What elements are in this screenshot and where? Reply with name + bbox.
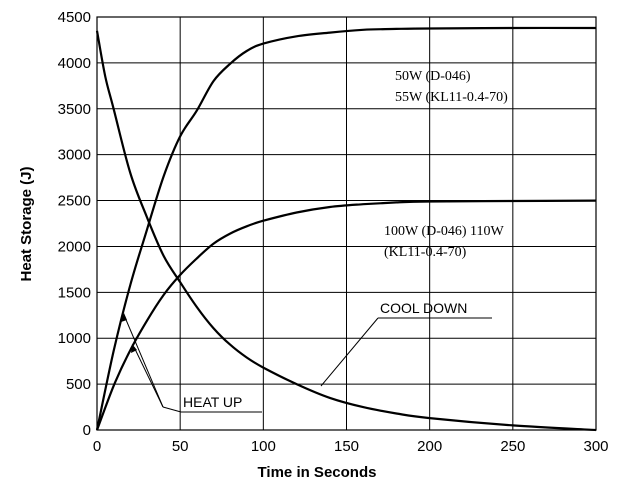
x-tick-label: 250 — [500, 438, 525, 455]
plot-frame — [96, 16, 597, 431]
series-lines — [95, 26, 597, 432]
y-axis-title: Heat Storage (J) — [18, 166, 35, 281]
heat-up-label: HEAT UP — [183, 394, 242, 410]
heat-up-leader-lower — [133, 346, 164, 408]
y-axis-ticks: 0 500 1000 1500 2000 2500 3000 3500 4000 4500 — [58, 9, 91, 439]
series-line-3 — [95, 30, 597, 432]
upper-curve-label-line2: 55W (KL11-0.4-70) — [395, 90, 508, 105]
x-tick-label: 50 — [172, 438, 189, 455]
y-tick-label: 4000 — [58, 55, 91, 72]
grid — [96, 16, 597, 431]
x-axis-ticks: 0 50 100 150 200 250 300 — [93, 438, 609, 455]
lower-curve-label-line2: (KL11-0.4-70) — [384, 245, 467, 260]
y-tick-label: 500 — [66, 376, 91, 393]
heat-up-arrow-upper — [121, 313, 127, 322]
cool-down-leader — [320, 317, 379, 387]
cool-down-label: COOL DOWN — [380, 300, 467, 316]
y-tick-label: 2000 — [58, 238, 91, 255]
y-tick-label: 3500 — [58, 101, 91, 118]
x-tick-label: 200 — [417, 438, 442, 455]
x-tick-label: 300 — [583, 438, 608, 455]
y-tick-label: 0 — [83, 422, 91, 439]
heat-up-arrow-lower — [131, 344, 137, 353]
y-tick-label: 2500 — [58, 193, 91, 210]
series-line-2 — [95, 199, 597, 431]
x-tick-label: 100 — [251, 438, 276, 455]
y-tick-label: 4500 — [58, 9, 91, 26]
lower-curve-label-line1: 100W (D-046) 110W — [384, 224, 505, 239]
series-line-1 — [95, 26, 597, 431]
heat-up-leader-base — [162, 406, 182, 413]
x-axis-title: Time in Seconds — [258, 464, 377, 481]
y-tick-label: 1500 — [58, 284, 91, 301]
y-tick-label: 1000 — [58, 330, 91, 347]
x-tick-label: 150 — [334, 438, 359, 455]
x-tick-label: 0 — [93, 438, 101, 455]
y-tick-label: 3000 — [58, 147, 91, 164]
upper-curve-label-line1: 50W (D-046) — [395, 69, 471, 84]
heat-up-leader-upper — [123, 314, 164, 408]
